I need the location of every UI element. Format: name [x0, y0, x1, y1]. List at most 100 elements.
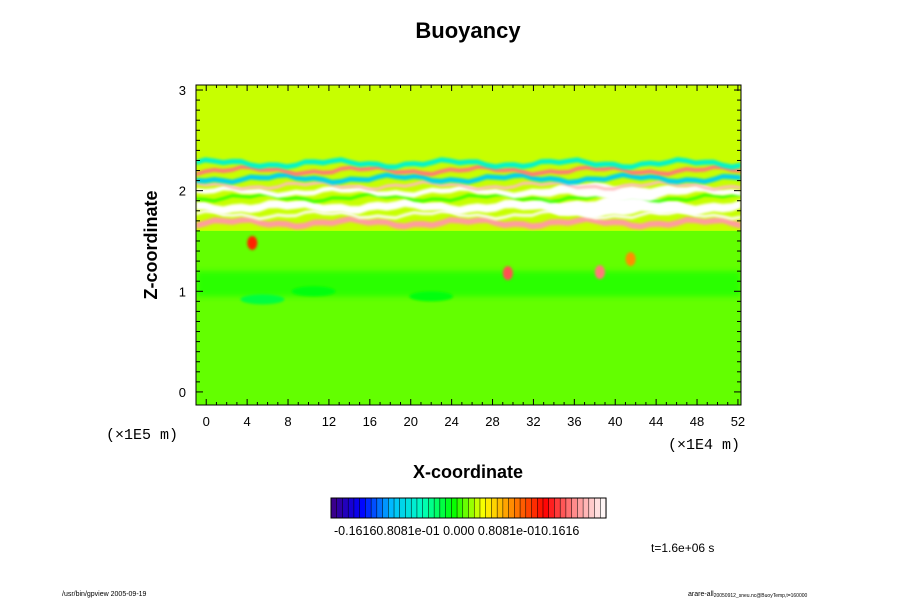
colorbar-segment — [439, 497, 447, 519]
shear-band — [196, 180, 741, 191]
colorbar-segment — [416, 497, 424, 519]
x-tick-label: 16 — [363, 414, 377, 429]
colorbar-segment — [353, 497, 361, 519]
shear-band — [196, 172, 741, 185]
x-tick-label: 44 — [649, 414, 663, 429]
colorbar-segment — [554, 497, 561, 519]
x-scale-note: (×1E4 m) — [668, 437, 740, 454]
colorbar-segment — [559, 497, 567, 519]
colorbar-segment — [451, 497, 458, 519]
blue-patch — [409, 291, 454, 302]
colorbar-tick-labels: -0.16160.8081e-01 0.000 0.8081e-010.1616 — [334, 524, 579, 538]
colorbar-segment — [347, 497, 355, 519]
blue-patch — [240, 294, 285, 305]
colorbar-segment — [405, 497, 412, 519]
y-axis-ticks: 0 1 2 3 — [179, 83, 741, 400]
plot-frame — [195, 84, 742, 406]
x-tick-label: 24 — [444, 414, 458, 429]
x-tick-label: 32 — [526, 414, 540, 429]
x-tick-label: 4 — [244, 414, 251, 429]
colorbar-segment — [376, 497, 384, 519]
colorbar-segment — [342, 497, 349, 519]
shear-band — [196, 164, 741, 177]
plume — [502, 266, 513, 281]
x-axis-label: X-coordinate — [413, 462, 523, 482]
x-tick-label: 40 — [608, 414, 622, 429]
x-tick-label: 28 — [485, 414, 499, 429]
colorbar-segment — [422, 497, 429, 519]
y-axis-label: Z-coordinate — [141, 190, 161, 299]
colorbar-segment — [468, 497, 475, 519]
colorbar-segment — [491, 497, 498, 519]
colorbar-segment — [582, 497, 590, 519]
colorbar-segment — [531, 497, 538, 519]
chart-title: Buoyancy — [415, 18, 521, 43]
footer-left: /usr/bin/gpview 2005-09-19 — [62, 591, 147, 598]
lower-field-region — [196, 230, 741, 405]
plot-area — [196, 85, 741, 405]
x-axis-ticks: 0 4 8 12 16 20 24 28 32 36 40 44 48 52 — [195, 85, 745, 429]
colorbar-segment — [365, 497, 372, 519]
colorbar-segment — [514, 497, 521, 519]
x-tick-label: 52 — [731, 414, 745, 429]
colorbar-segment — [502, 497, 510, 519]
colorbar-segment — [577, 497, 584, 519]
x-tick-label: 20 — [403, 414, 417, 429]
footer-right-sub: 20050912_sneu.nc@BuoyTemp,t=160000 — [714, 593, 808, 599]
shear-band — [196, 209, 741, 221]
lower-field — [196, 230, 741, 405]
x-tick-label: 0 — [203, 414, 210, 429]
time-label: t=1.6e+06 s — [651, 541, 714, 555]
shear-band — [196, 215, 741, 230]
shear-band — [196, 194, 741, 219]
shear-band — [196, 182, 741, 202]
colorbar-segment — [565, 497, 573, 519]
y-tick-label: 2 — [179, 184, 186, 199]
colorbar-segment — [508, 497, 515, 519]
shear-band — [196, 157, 741, 170]
colorbar-segment — [496, 497, 504, 519]
x-tick-label: 8 — [284, 414, 291, 429]
colorbar-segment — [600, 497, 607, 519]
colorbar-frame — [330, 497, 607, 519]
footer-right-main: arare-all — [688, 591, 714, 598]
y-tick-label: 1 — [179, 284, 186, 299]
blue-patch — [291, 286, 336, 297]
colorbar — [330, 497, 607, 519]
x-tick-label: 48 — [690, 414, 704, 429]
colorbar-segment — [473, 497, 481, 519]
colorbar-segment — [456, 497, 464, 519]
plume — [594, 265, 605, 280]
x-tick-label: 36 — [567, 414, 581, 429]
colorbar-segment — [428, 497, 435, 519]
colorbar-segment — [571, 497, 578, 519]
footer-right: arare-all20050912_sneu.nc@BuoyTemp,t=160… — [688, 591, 808, 599]
y-tick-label: 0 — [179, 385, 186, 400]
colorbar-segment — [410, 497, 418, 519]
colorbar-segment — [519, 497, 527, 519]
colorbar-segment — [388, 497, 395, 519]
colorbar-segment — [548, 497, 555, 519]
colorbar-segment — [433, 497, 441, 519]
colorbar-segment — [588, 497, 596, 519]
colorbar-segment — [399, 497, 407, 519]
colorbar-segment — [594, 497, 601, 519]
thermal-plumes — [247, 235, 636, 281]
y-scale-note: (×1E5 m) — [106, 427, 178, 444]
colorbar-segment — [359, 497, 366, 519]
colorbar-segment — [445, 497, 452, 519]
colorbar-segment — [382, 497, 389, 519]
colorbar-segment — [485, 497, 492, 519]
plume — [247, 235, 258, 250]
plume — [625, 252, 636, 267]
colorbar-segment — [525, 497, 533, 519]
shear-layer-bands — [196, 157, 741, 230]
x-tick-label: 12 — [322, 414, 336, 429]
colorbar-segment — [336, 497, 344, 519]
colorbar-segment — [393, 497, 401, 519]
colorbar-segment — [479, 497, 487, 519]
cyan-layer — [196, 271, 741, 297]
colorbar-segment — [370, 497, 378, 519]
colorbar-segment — [537, 497, 544, 519]
